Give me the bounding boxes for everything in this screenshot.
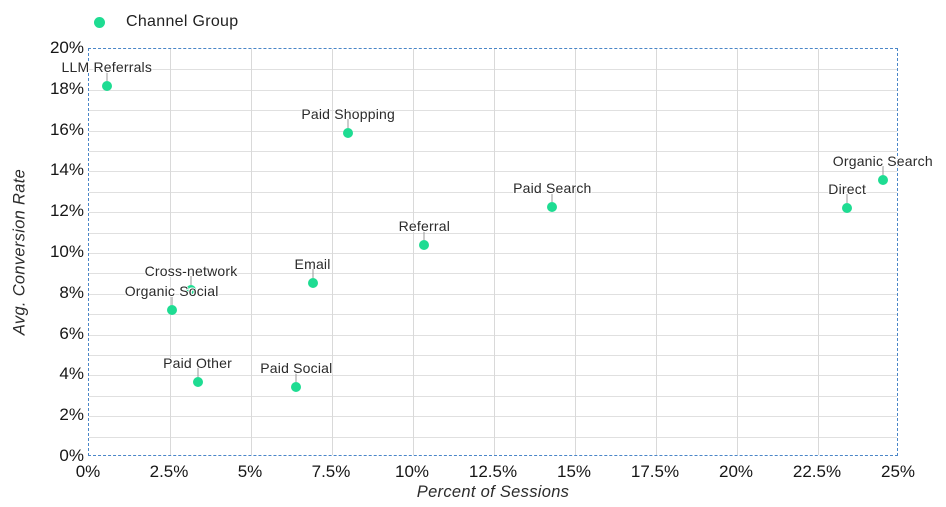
data-point[interactable] [186,284,197,295]
gridline-vertical [251,49,252,455]
data-point[interactable] [291,381,302,392]
y-tick-label: 10% [49,242,84,261]
y-tick-label: 2% [59,405,84,425]
data-point[interactable] [419,239,430,250]
x-tick-label: 25% [880,462,916,481]
plot-area: LLM Referrals Cross-network Organic Social… [62,48,933,456]
gridline-horizontal [89,253,897,254]
x-axis-title: Percent of Sessions [416,483,570,501]
gridline-vertical [575,49,576,455]
gridline-horizontal [89,232,897,234]
gridline-horizontal [89,212,897,214]
gridline-horizontal [89,314,897,316]
gridline-horizontal [89,191,897,193]
x-tick-label: 20% [718,462,754,481]
legend-label: Channel Group [126,13,239,30]
y-tick-label: 18% [49,78,84,98]
gridline-vertical [494,49,495,455]
point-label-leader [846,194,848,204]
point-label-leader [295,372,297,382]
y-tick-label: 20% [49,38,84,57]
point-label-leader [171,296,173,306]
point-label: Cross-network [144,262,238,279]
gridline-vertical [170,49,171,455]
y-tick-label: 4% [59,364,84,384]
gridline-horizontal [89,355,897,356]
point-label-leader [551,193,553,203]
gridline-horizontal [89,130,897,132]
gridline-horizontal [89,436,897,438]
data-point[interactable] [842,203,853,214]
y-tick-label: 8% [59,282,84,302]
gridline-horizontal [89,334,897,336]
gridline-vertical [413,49,414,455]
gridline-vertical [818,49,819,455]
legend[interactable]: Channel Group [94,13,238,31]
point-label-leader [190,275,192,285]
gridline-horizontal [89,110,897,112]
point-label-leader [197,367,199,377]
point-label: Paid Search [513,180,592,197]
x-tick-label: 7.5% [311,462,351,481]
y-axis-title: Avg. Conversion Rate [10,168,29,336]
gridline-horizontal [89,395,897,397]
y-tick-label: 12% [49,201,84,221]
gridline-horizontal [89,273,897,275]
x-tick-label: 17.5% [630,462,680,481]
point-label-leader [882,165,884,175]
point-label: Paid Shopping [301,105,396,122]
x-tick-label: 12.5% [468,462,518,481]
point-label: Paid Social [260,359,333,376]
data-point[interactable] [877,174,888,185]
gridline-horizontal [89,151,897,152]
point-label-leader [347,118,349,128]
data-point[interactable] [307,277,318,288]
point-label: Organic Search [832,152,933,169]
data-point[interactable] [343,127,354,138]
x-tick-label: 0% [75,462,101,481]
gridline-vertical [332,49,333,455]
y-tick-label: 6% [59,323,84,343]
point-label: LLM Referrals [61,58,153,75]
point-label: Referral [398,217,451,234]
x-tick-label: 15% [556,462,592,481]
gridline-horizontal [89,416,897,418]
x-tick-label: 22.5% [792,462,842,481]
y-tick-label: 16% [49,119,84,139]
data-point[interactable] [192,376,203,387]
x-tick-label: 5% [237,462,263,481]
point-label-leader [423,230,425,240]
point-label: Direct [828,181,867,198]
gridline-horizontal [89,375,897,377]
gridline-vertical [737,49,738,455]
gridline-horizontal [89,171,897,173]
point-label: Email [294,255,331,272]
data-point[interactable] [101,80,112,91]
y-tick-label: 14% [49,160,84,180]
gridline-vertical [656,49,657,455]
legend-marker-icon [94,16,105,28]
data-point[interactable] [547,202,558,213]
point-label: Organic Social [124,283,219,300]
data-point[interactable] [166,305,177,316]
gridline-horizontal [89,89,897,91]
gridline-horizontal [89,293,897,295]
gridline-horizontal [89,69,897,71]
x-tick-label: 2.5% [149,462,189,481]
point-label: Paid Other [163,354,232,371]
point-label-leader [106,71,108,81]
point-label-leader [312,268,314,278]
x-tick-label: 10% [394,462,430,481]
y-tick-label: 0% [59,446,84,465]
